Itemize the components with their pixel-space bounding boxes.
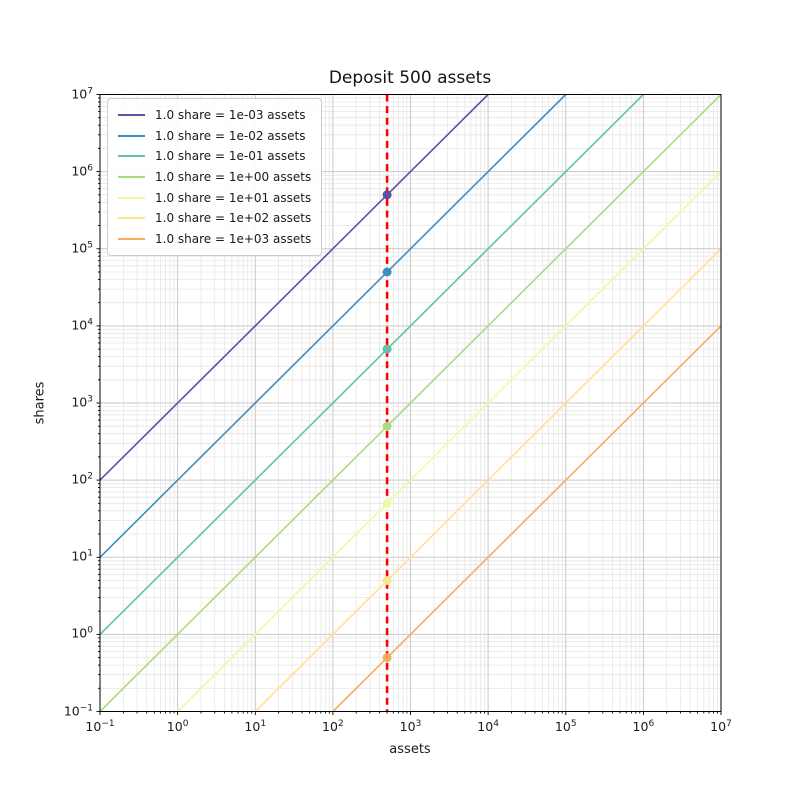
y-tick-label: 102	[71, 471, 93, 487]
legend-line-swatch	[118, 237, 145, 240]
x-tick-label: 104	[477, 718, 499, 734]
x-axis-label: assets	[389, 742, 431, 757]
x-tick-label: 107	[710, 718, 732, 734]
y-tick-label: 101	[71, 548, 93, 564]
legend-label: 1.0 share = 1e-01 assets	[155, 149, 306, 164]
legend-label: 1.0 share = 1e+03 assets	[155, 231, 312, 246]
y-tick-label: 100	[71, 625, 93, 641]
legend-item: 1.0 share = 1e-03 assets	[116, 105, 311, 126]
x-tick-label: 103	[399, 718, 422, 734]
legend-line-swatch	[118, 196, 145, 199]
y-tick-label: 10−1	[63, 702, 93, 719]
legend-item: 1.0 share = 1e+01 assets	[116, 187, 311, 208]
legend-label: 1.0 share = 1e+01 assets	[155, 190, 312, 205]
x-tick-label: 105	[554, 718, 577, 734]
legend-line-swatch	[118, 217, 145, 220]
x-tick-label: 101	[244, 718, 267, 734]
legend: 1.0 share = 1e-03 assets 1.0 share = 1e-0…	[107, 98, 323, 257]
y-tick-label: 104	[71, 317, 93, 333]
x-tick-label: 100	[166, 718, 189, 734]
legend-line-swatch	[118, 176, 145, 179]
legend-item: 1.0 share = 1e-02 assets	[116, 126, 311, 147]
legend-label: 1.0 share = 1e-03 assets	[155, 108, 306, 123]
legend-label: 1.0 share = 1e+02 assets	[155, 211, 312, 226]
y-tick-label: 103	[71, 394, 93, 410]
y-tick-label: 106	[71, 163, 93, 179]
legend-line-swatch	[118, 134, 145, 137]
legend-line-swatch	[118, 155, 145, 158]
legend-item: 1.0 share = 1e+02 assets	[116, 208, 311, 229]
x-tick-label: 106	[632, 718, 655, 734]
x-tick-label: 102	[322, 718, 344, 734]
legend-line-swatch	[118, 114, 145, 117]
legend-label: 1.0 share = 1e-02 assets	[155, 128, 306, 143]
legend-item: 1.0 share = 1e-01 assets	[116, 146, 311, 167]
y-tick-label: 107	[71, 85, 93, 102]
chart-title: Deposit 500 assets	[328, 68, 492, 88]
y-axis-label: shares	[32, 381, 48, 425]
x-tick-label: 10−1	[85, 718, 115, 734]
legend-item: 1.0 share = 1e+00 assets	[116, 167, 311, 188]
legend-label: 1.0 share = 1e+00 assets	[155, 170, 312, 185]
legend-item: 1.0 share = 1e+03 assets	[116, 229, 311, 250]
y-tick-label: 105	[71, 240, 93, 256]
